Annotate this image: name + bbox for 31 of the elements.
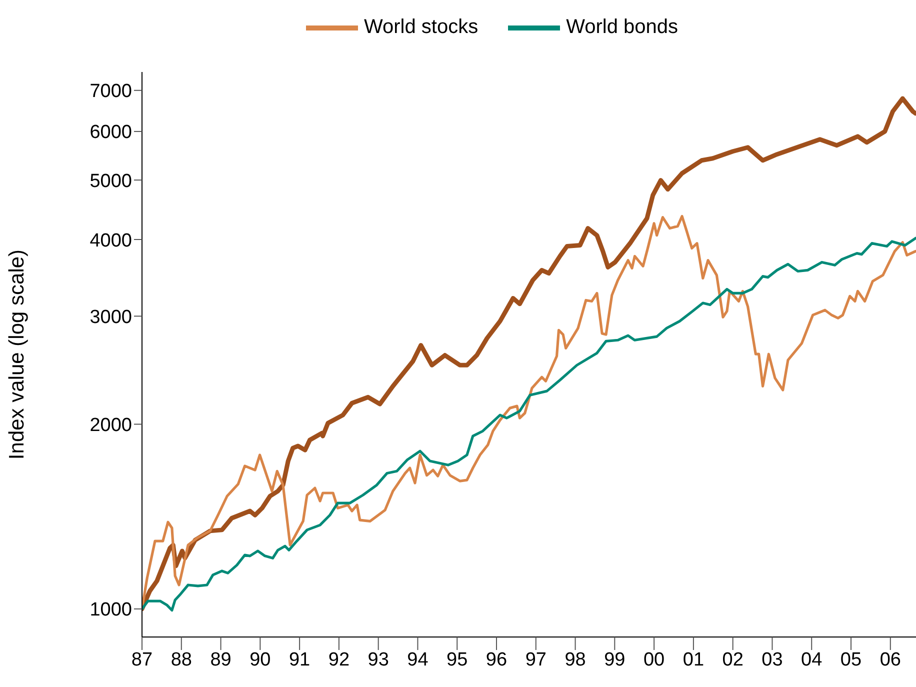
- x-tick-label: 04: [801, 649, 823, 670]
- x-tick-label: 06: [880, 649, 901, 670]
- x-tick-label: 93: [368, 649, 389, 670]
- y-tick-label: 4000: [90, 230, 132, 252]
- y-tick-label: 7000: [90, 81, 132, 102]
- x-tick-label: 02: [722, 649, 744, 670]
- y-tick-label: 3000: [90, 306, 132, 328]
- x-tick-label: 91: [288, 649, 310, 670]
- x-tick-label: 90: [250, 649, 271, 670]
- y-axis-title: Index value (log scale): [5, 249, 28, 460]
- x-tick-label: 96: [486, 649, 508, 670]
- x-tick-label: 88: [170, 649, 192, 670]
- x-tick-label: 97: [525, 649, 546, 670]
- x-tick-label: 89: [210, 649, 232, 670]
- x-tick-label: 03: [762, 649, 783, 670]
- y-tick-label: 2000: [90, 414, 132, 436]
- x-tick-label: 01: [682, 649, 704, 670]
- x-tick-label: 95: [446, 649, 468, 670]
- x-tick-label: 98: [564, 649, 586, 670]
- x-tick-label: 87: [131, 649, 153, 670]
- x-tick-label: 92: [328, 649, 350, 670]
- x-tick-label: 05: [840, 649, 862, 670]
- x-tick-label: 00: [643, 649, 665, 670]
- y-tick-label: 6000: [90, 122, 132, 144]
- y-tick-label: 5000: [90, 170, 132, 192]
- y-tick-label: 1000: [90, 600, 132, 621]
- legend-label: World stocks: [364, 16, 478, 39]
- x-tick-label: 94: [407, 649, 429, 670]
- x-tick-label: 99: [604, 649, 626, 670]
- legend-label: World bonds: [566, 16, 678, 39]
- line-series: [142, 96, 916, 612]
